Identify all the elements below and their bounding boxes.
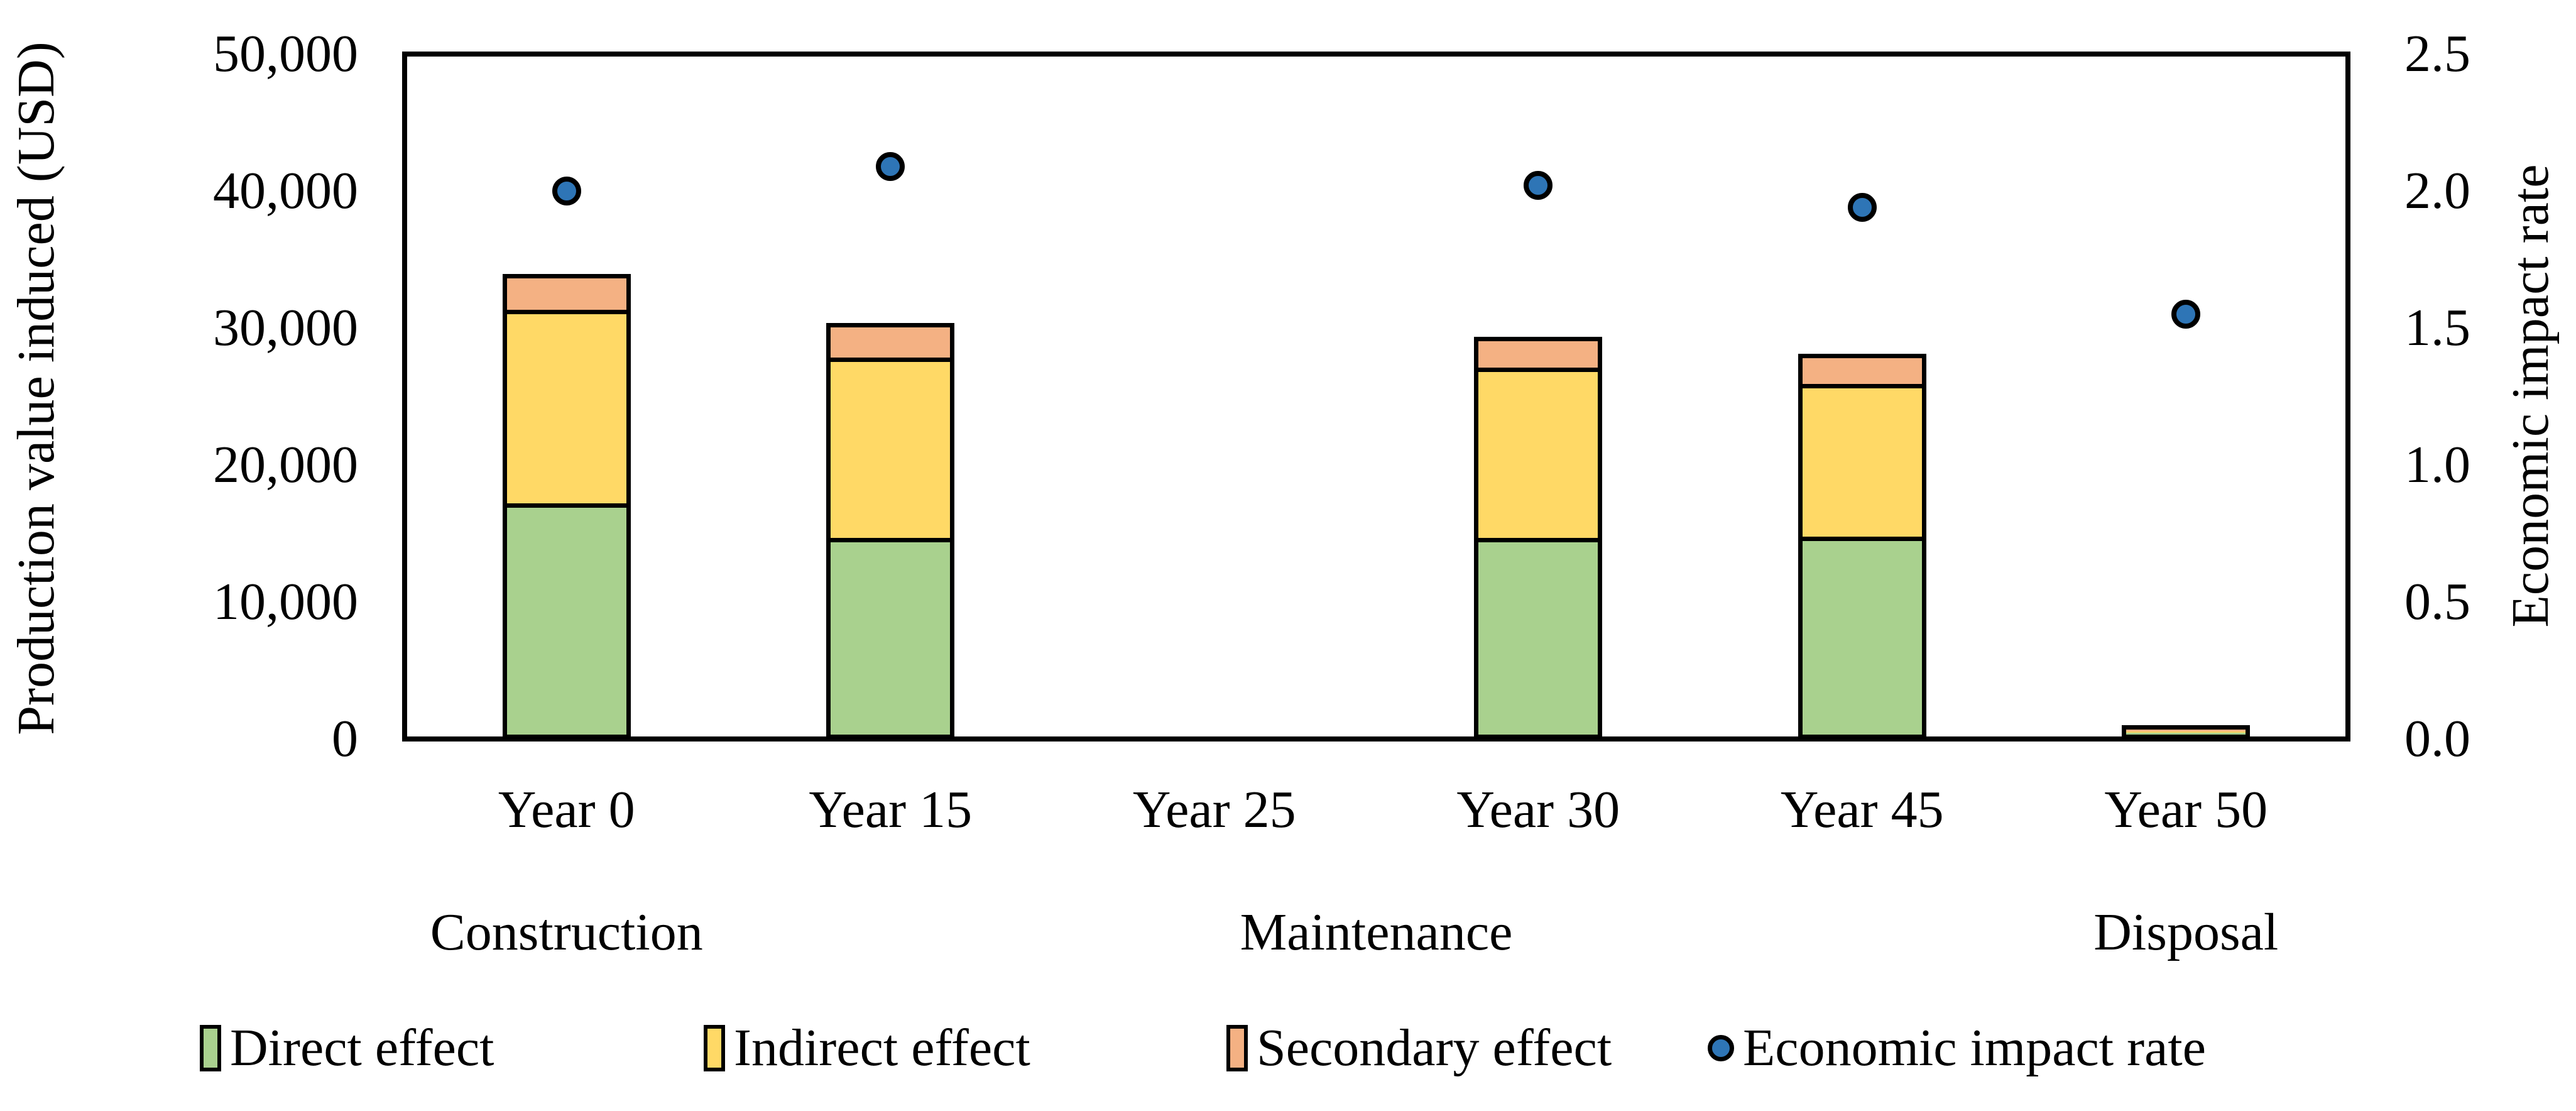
- bar-segment-secondary-effect: [2126, 730, 2246, 731]
- stacked-bar-year-15: [826, 323, 955, 739]
- x-axis-label-year-50: Year 50: [2104, 780, 2268, 839]
- legend-item-direct-effect: Direct effect: [200, 1018, 494, 1078]
- legend-dot-marker: [1708, 1035, 1734, 1061]
- plot-area: [402, 52, 2350, 742]
- left-y-axis-tick-label: 20,000: [213, 435, 358, 494]
- legend-swatch-marker: [704, 1025, 725, 1071]
- stacked-bar-year-0: [502, 273, 631, 739]
- economic-impact-rate-point: [876, 151, 905, 181]
- x-axis-label-year-15: Year 15: [809, 780, 973, 839]
- bar-segment-secondary-effect: [1802, 358, 1922, 384]
- bar-segment-direct-effect: [2126, 732, 2246, 735]
- x-axis-label-year-45: Year 45: [1780, 780, 1944, 839]
- phase-label-construction: Construction: [430, 903, 703, 961]
- stacked-bar-year-45: [1798, 354, 1926, 739]
- bar-segment-secondary-effect: [831, 327, 951, 358]
- legend-label: Secondary effect: [1257, 1019, 1612, 1077]
- economic-impact-rate-point: [552, 177, 581, 205]
- x-axis-label-year-30: Year 30: [1456, 780, 1620, 839]
- bar-segment-secondary-effect: [506, 278, 626, 310]
- bar-segment-direct-effect: [831, 538, 951, 735]
- left-y-axis-tick-label: 40,000: [213, 161, 358, 220]
- legend-swatch-marker: [200, 1025, 221, 1071]
- legend-label: Indirect effect: [734, 1019, 1030, 1077]
- phase-label-maintenance: Maintenance: [1240, 903, 1513, 961]
- legend-item-indirect-effect: Indirect effect: [704, 1018, 1030, 1078]
- right-y-axis-tick-label: 2.5: [2404, 25, 2470, 83]
- bar-segment-indirect-effect: [2126, 731, 2246, 733]
- bar-segment-indirect-effect: [1802, 383, 1922, 537]
- right-y-axis-tick-label: 1.0: [2404, 435, 2470, 494]
- right-y-axis-tick-label: 0.5: [2404, 572, 2470, 631]
- left-y-axis-tick-label: 30,000: [213, 298, 358, 357]
- left-y-axis-title: Production value induced (USD): [7, 41, 65, 735]
- legend-swatch-marker: [1226, 1025, 1248, 1071]
- bar-segment-direct-effect: [1478, 537, 1598, 735]
- right-y-axis-tick-label: 0.0: [2404, 709, 2470, 768]
- bar-segment-direct-effect: [1802, 537, 1922, 735]
- right-y-axis-tick-label: 1.5: [2404, 298, 2470, 357]
- bar-segment-indirect-effect: [831, 358, 951, 539]
- legend-label: Economic impact rate: [1743, 1019, 2207, 1077]
- left-y-axis-tick-label: 50,000: [213, 25, 358, 83]
- bar-segment-direct-effect: [506, 503, 626, 735]
- legend-item-economic-impact-rate: Economic impact rate: [1708, 1018, 2206, 1078]
- bar-segment-secondary-effect: [1478, 341, 1598, 368]
- right-y-axis-title: Economic impact rate: [2501, 164, 2560, 628]
- economic-impact-rate-point: [1524, 171, 1553, 200]
- economic-impact-rate-point: [2171, 300, 2201, 329]
- stacked-bar-year-30: [1474, 337, 1603, 739]
- left-y-axis-tick-label: 0: [332, 709, 358, 768]
- legend-item-secondary-effect: Secondary effect: [1226, 1018, 1612, 1078]
- bar-segment-indirect-effect: [506, 310, 626, 504]
- x-axis-label-year-25: Year 25: [1132, 780, 1296, 839]
- x-axis-label-year-0: Year 0: [498, 780, 635, 839]
- stacked-bar-year-50: [2122, 725, 2251, 739]
- right-y-axis-tick-label: 2.0: [2404, 161, 2470, 220]
- economic-impact-rate-point: [1847, 193, 1877, 222]
- phase-label-disposal: Disposal: [2093, 903, 2279, 961]
- legend-label: Direct effect: [230, 1019, 494, 1077]
- bar-segment-indirect-effect: [1478, 367, 1598, 538]
- left-y-axis-tick-label: 10,000: [213, 572, 358, 631]
